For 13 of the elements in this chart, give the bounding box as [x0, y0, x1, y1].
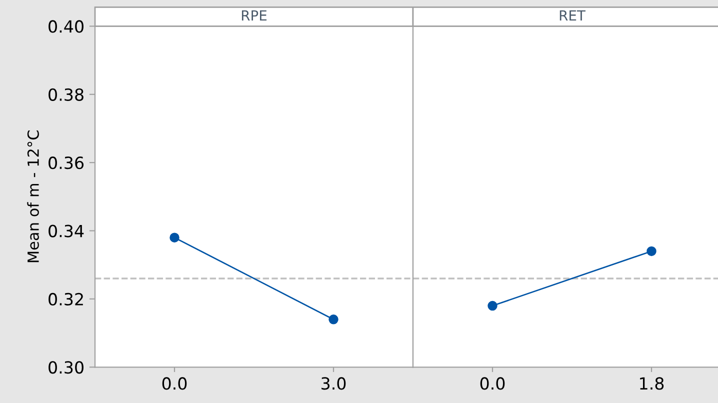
chart-title: RET — [560, 10, 586, 21]
y-tick-label: 0.38 — [48, 88, 84, 101]
y-tick-label: 0.34 — [48, 224, 84, 238]
y-axis-title: Mean of m - 12°C — [27, 130, 39, 262]
y-tick-label: 0.40 — [48, 20, 84, 33]
x-tick-label: 3.0 — [322, 377, 346, 390]
y-tick-label: 0.32 — [48, 292, 83, 306]
y-tick-label: 0.36 — [48, 156, 84, 170]
chart-title: RPE — [242, 10, 267, 21]
x-tick-label: 0.0 — [480, 377, 505, 390]
x-tick-label: 1.8 — [640, 377, 664, 390]
x-tick-label: 0.0 — [162, 377, 187, 390]
y-tick-label: 0.30 — [48, 361, 84, 374]
